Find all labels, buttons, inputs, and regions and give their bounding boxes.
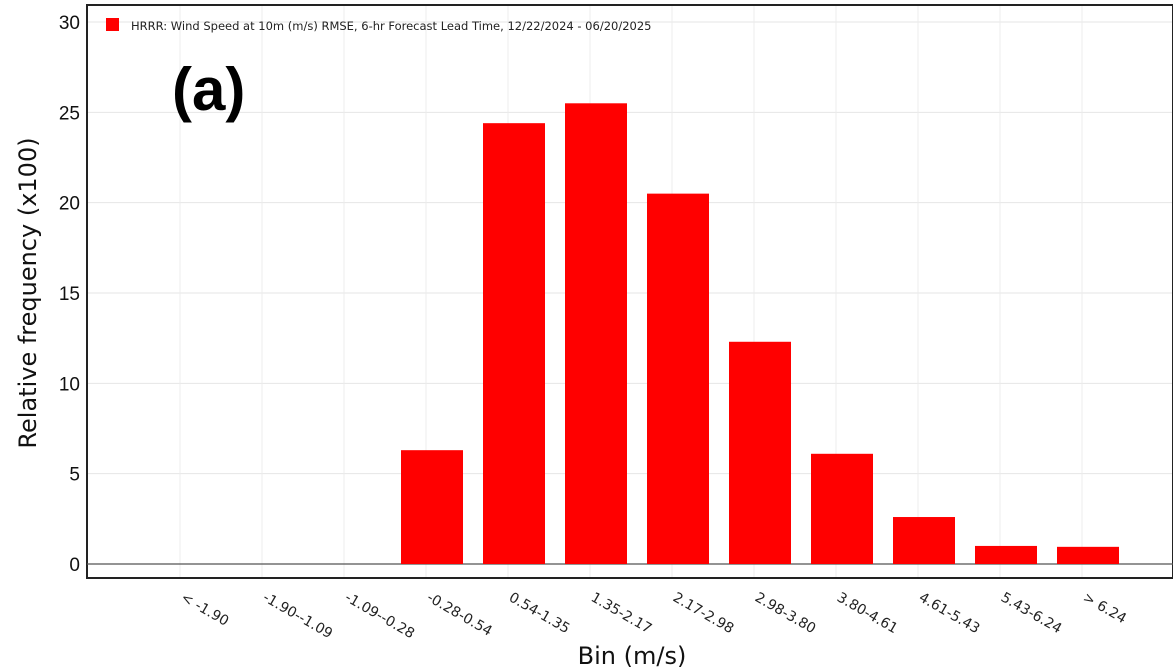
plot-frame [86, 4, 1173, 579]
bar[interactable] [975, 545, 1037, 564]
y-tick-label: 0 [69, 555, 80, 576]
x-tick-label: < -1.90 [178, 590, 231, 630]
legend[interactable]: HRRR: Wind Speed at 10m (m/s) RMSE, 6-hr… [106, 18, 651, 33]
x-tick-label: 2.98-3.80 [752, 590, 818, 638]
y-tick-label: 30 [59, 13, 80, 34]
x-axis-title: Bin (m/s) [578, 642, 687, 670]
bars-group [401, 103, 1119, 565]
x-tick-label: 3.80-4.61 [834, 590, 900, 638]
y-tick-label: 20 [59, 194, 80, 215]
y-axis-ticks: 0 5 10 15 20 25 30 [59, 13, 80, 576]
y-tick-label: 15 [59, 284, 80, 305]
x-tick-label: 4.61-5.43 [916, 590, 982, 638]
legend-swatch [106, 18, 119, 31]
bar[interactable] [729, 341, 791, 564]
legend-label: HRRR: Wind Speed at 10m (m/s) RMSE, 6-hr… [131, 19, 651, 33]
y-tick-label: 5 [69, 465, 80, 486]
x-tick-label: > 6.24 [1080, 590, 1129, 628]
panel-label: (a) [172, 56, 245, 123]
bar[interactable] [893, 517, 955, 564]
x-axis-ticks: < -1.90 -1.90--1.09 -1.09--0.28 -0.28-0.54 0… [178, 590, 1129, 643]
bar[interactable] [483, 123, 545, 564]
x-tick-label: 0.54-1.35 [506, 590, 572, 638]
bar[interactable] [401, 450, 463, 564]
bar[interactable] [811, 453, 873, 564]
y-tick-label: 10 [59, 374, 80, 395]
x-tick-label: 5.43-6.24 [998, 590, 1064, 638]
x-tick-label: -1.09--0.28 [342, 590, 417, 643]
bar[interactable] [647, 193, 709, 564]
bar[interactable] [565, 103, 627, 565]
x-tick-label: 2.17-2.98 [670, 590, 736, 638]
x-tick-label: 1.35-2.17 [588, 590, 654, 638]
y-axis-title: Relative frequency (x100) [14, 137, 42, 448]
x-tick-label: -0.28-0.54 [424, 590, 495, 640]
x-tick-label: -1.90--1.09 [260, 590, 335, 643]
y-tick-label: 25 [59, 103, 80, 124]
grid-lines [87, 5, 1173, 578]
bar[interactable] [1057, 546, 1119, 564]
